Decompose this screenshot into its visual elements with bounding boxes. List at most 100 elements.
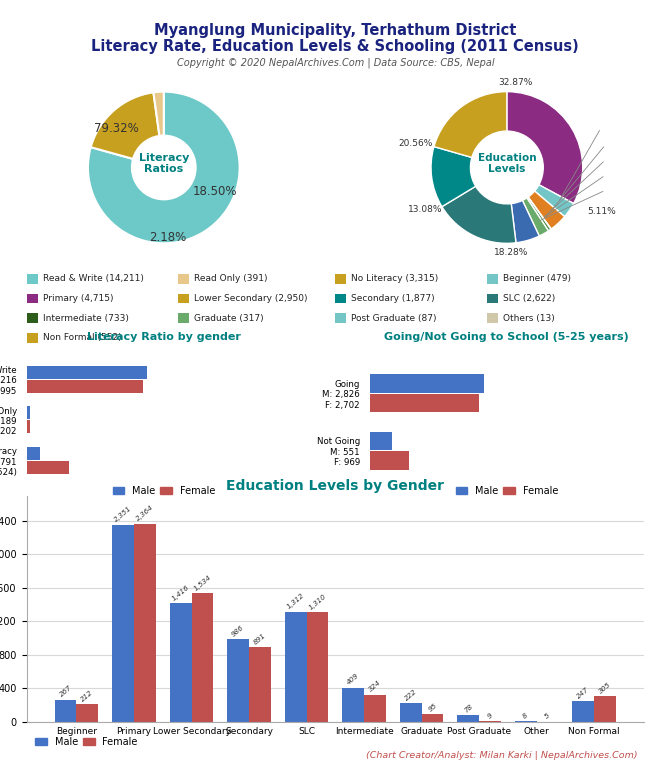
Legend: Male, Female: Male, Female xyxy=(31,733,141,751)
Text: 891: 891 xyxy=(253,632,267,646)
Wedge shape xyxy=(523,198,548,236)
Bar xyxy=(370,452,409,469)
Wedge shape xyxy=(91,92,159,159)
Text: 5.11%: 5.11% xyxy=(587,207,616,216)
Text: 986: 986 xyxy=(231,624,246,637)
Text: 79.32%: 79.32% xyxy=(94,121,139,134)
Legend: Male, Female: Male, Female xyxy=(109,482,219,500)
Bar xyxy=(27,333,38,343)
Text: Intermediate (733): Intermediate (733) xyxy=(42,313,129,323)
Text: 2,351: 2,351 xyxy=(113,505,133,523)
Title: Education Levels by Gender: Education Levels by Gender xyxy=(226,479,444,493)
Text: 3.34%: 3.34% xyxy=(0,767,1,768)
Text: 247: 247 xyxy=(576,686,590,700)
Text: Post Graduate (87): Post Graduate (87) xyxy=(351,313,437,323)
Text: Non Formal (552): Non Formal (552) xyxy=(42,333,122,342)
Text: No Literacy (3,315): No Literacy (3,315) xyxy=(351,274,439,283)
Text: 32.87%: 32.87% xyxy=(499,78,533,87)
Text: 1,312: 1,312 xyxy=(286,593,305,611)
Bar xyxy=(27,274,38,284)
Legend: Male, Female: Male, Female xyxy=(452,482,562,500)
Title: Going/Not Going to School (5-25 years): Going/Not Going to School (5-25 years) xyxy=(384,333,629,343)
Text: Primary (4,715): Primary (4,715) xyxy=(42,294,113,303)
Text: 13.08%: 13.08% xyxy=(408,205,442,214)
Wedge shape xyxy=(434,91,507,157)
Text: 20.56%: 20.56% xyxy=(398,139,433,147)
Text: Copyright © 2020 NepalArchives.Com | Data Source: CBS, Nepal: Copyright © 2020 NepalArchives.Com | Dat… xyxy=(177,58,494,68)
Bar xyxy=(191,594,213,722)
Text: Read Only (391): Read Only (391) xyxy=(194,274,268,283)
Text: 8: 8 xyxy=(522,712,529,720)
Bar xyxy=(342,687,364,722)
Wedge shape xyxy=(507,91,583,204)
Text: 18.28%: 18.28% xyxy=(493,248,528,257)
Text: Graduate (317): Graduate (317) xyxy=(194,313,264,323)
Text: Literacy Rate, Education Levels & Schooling (2011 Census): Literacy Rate, Education Levels & School… xyxy=(92,39,579,55)
Bar xyxy=(27,366,147,379)
Text: 0.61%: 0.61% xyxy=(0,767,1,768)
Bar xyxy=(178,313,189,323)
Wedge shape xyxy=(442,187,516,243)
Text: 95: 95 xyxy=(427,702,438,713)
Bar xyxy=(487,274,498,284)
Text: Education
Levels: Education Levels xyxy=(477,153,536,174)
Wedge shape xyxy=(528,197,551,230)
Bar xyxy=(307,612,329,722)
Wedge shape xyxy=(88,91,240,243)
Bar xyxy=(76,704,98,722)
Bar xyxy=(400,703,422,722)
Bar xyxy=(27,447,40,460)
Text: SLC (2,622): SLC (2,622) xyxy=(503,294,555,303)
Bar xyxy=(178,274,189,284)
Text: Literacy
Ratios: Literacy Ratios xyxy=(139,153,189,174)
Text: Secondary (1,877): Secondary (1,877) xyxy=(351,294,435,303)
Bar xyxy=(27,313,38,323)
Text: Read & Write (14,211): Read & Write (14,211) xyxy=(42,274,143,283)
Text: 1,416: 1,416 xyxy=(171,584,191,602)
Wedge shape xyxy=(527,197,551,231)
Bar xyxy=(27,461,68,474)
Bar xyxy=(285,612,307,722)
Text: 212: 212 xyxy=(80,689,95,703)
Bar xyxy=(27,293,38,303)
Bar xyxy=(27,379,143,392)
Bar xyxy=(54,700,76,722)
Bar xyxy=(335,274,347,284)
Bar xyxy=(335,313,347,323)
Wedge shape xyxy=(535,185,574,217)
Text: 324: 324 xyxy=(368,680,382,694)
Text: 222: 222 xyxy=(404,688,418,702)
Text: 0.09%: 0.09% xyxy=(0,767,1,768)
Bar xyxy=(170,603,191,722)
Bar xyxy=(335,293,347,303)
Text: 2.21%: 2.21% xyxy=(0,767,1,768)
Text: 2.18%: 2.18% xyxy=(149,230,186,243)
Wedge shape xyxy=(153,91,164,136)
Bar xyxy=(134,524,156,722)
Text: 3.85%: 3.85% xyxy=(0,767,1,768)
Bar xyxy=(457,715,479,722)
Bar xyxy=(370,394,479,412)
Bar xyxy=(178,293,189,303)
Bar xyxy=(112,525,134,722)
Text: 2,364: 2,364 xyxy=(135,505,155,522)
Text: 305: 305 xyxy=(598,681,612,695)
Text: 78: 78 xyxy=(463,703,473,714)
Text: 409: 409 xyxy=(346,673,361,686)
Bar xyxy=(27,420,30,433)
Text: (Chart Creator/Analyst: Milan Karki | NepalArchives.Com): (Chart Creator/Analyst: Milan Karki | Ne… xyxy=(367,751,638,760)
Bar xyxy=(572,701,594,722)
Wedge shape xyxy=(511,200,539,243)
Text: 1,310: 1,310 xyxy=(307,593,327,611)
Wedge shape xyxy=(431,147,475,207)
Text: Myanglung Municipality, Terhathum District: Myanglung Municipality, Terhathum Distri… xyxy=(154,23,517,38)
Wedge shape xyxy=(528,191,564,229)
Bar xyxy=(249,647,271,722)
Bar xyxy=(487,313,498,323)
Text: Beginner (479): Beginner (479) xyxy=(503,274,570,283)
Bar xyxy=(227,639,249,722)
Text: Lower Secondary (2,950): Lower Secondary (2,950) xyxy=(194,294,307,303)
Bar xyxy=(487,293,498,303)
Bar xyxy=(594,697,616,722)
Text: 9: 9 xyxy=(486,712,494,720)
